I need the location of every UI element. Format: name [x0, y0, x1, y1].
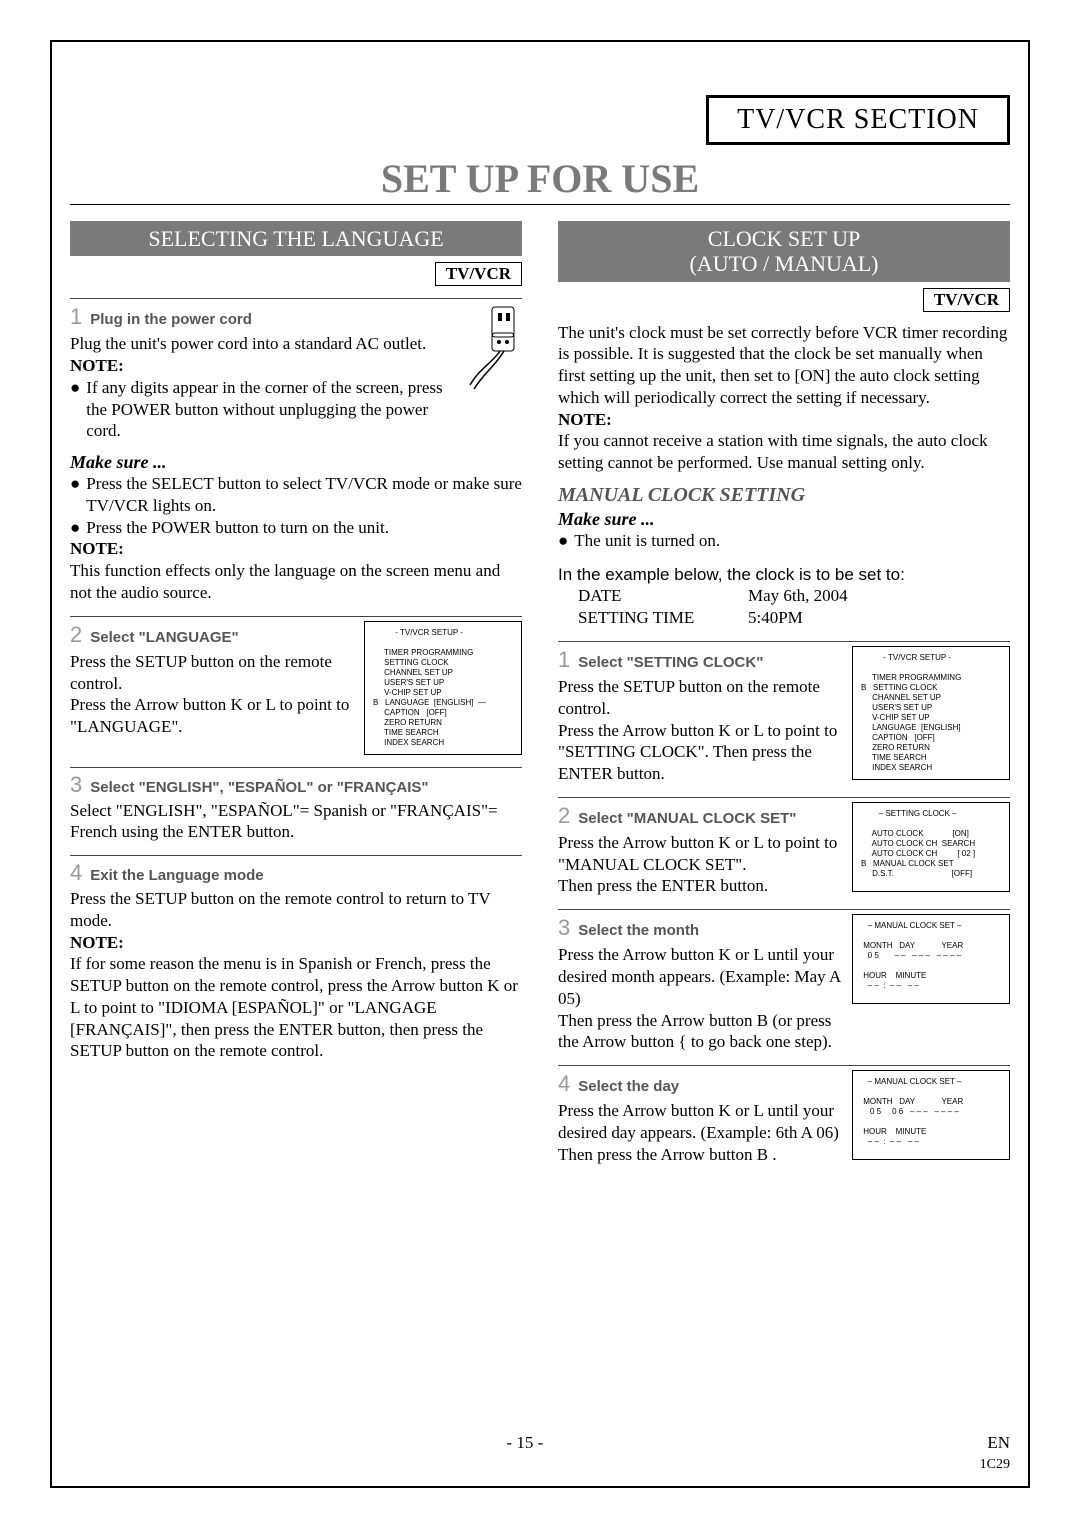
step-rule — [70, 298, 522, 299]
page-number: - 15 - — [506, 1433, 543, 1473]
step-body: Plug the unit's power cord into a standa… — [70, 333, 452, 355]
section-badge: TV/VCR SECTION — [706, 95, 1010, 145]
page-title: SET UP FOR USE — [70, 155, 1010, 202]
page-footer: - 15 - EN 1C29 — [70, 1433, 1010, 1473]
step-number: 2 — [70, 621, 82, 649]
step-title: Select "SETTING CLOCK" — [578, 653, 763, 672]
make-sure-item: Press the SELECT button to select TV/VCR… — [86, 473, 522, 517]
step-rule — [70, 855, 522, 856]
step-body: Press the Arrow button K or L to point t… — [558, 832, 842, 876]
title-rule — [70, 204, 1010, 205]
step-title: Exit the Language mode — [90, 867, 263, 884]
left-column: SELECTING THE LANGUAGE TV/VCR 1 Plug in … — [70, 221, 522, 1165]
make-sure-item: The unit is turned on. — [574, 530, 720, 552]
note-label: NOTE: — [70, 356, 124, 375]
example-date-key: DATE — [578, 585, 748, 607]
step-body: Then press the Arrow button B . — [558, 1144, 842, 1166]
step-rule — [558, 1065, 1010, 1066]
step-title: Select the day — [578, 1077, 679, 1096]
step-number: 3 — [70, 772, 82, 798]
example-time-value: 5:40PM — [748, 607, 803, 629]
power-plug-icon — [462, 303, 522, 393]
page-frame-right — [1028, 40, 1030, 1488]
step-rule — [70, 616, 522, 617]
step-body: Press the SETUP button on the remote con… — [70, 888, 522, 932]
step-rule — [558, 909, 1010, 910]
note-text: If you cannot receive a station with tim… — [558, 430, 1010, 474]
osd-setting-clock: – SETTING CLOCK – AUTO CLOCK [ON] AUTO C… — [852, 802, 1010, 892]
right-column: CLOCK SET UP (AUTO / MANUAL) TV/VCR The … — [558, 221, 1010, 1165]
step-number: 1 — [70, 303, 82, 331]
bullet-icon: ● — [70, 473, 80, 517]
step-body: Press the Arrow button K or L until your… — [558, 944, 842, 1009]
step-rule — [558, 641, 1010, 642]
osd-setup-menu: - TV/VCR SETUP - TIMER PROGRAMMING B SET… — [852, 646, 1010, 780]
step-body: Press the Arrow button K or L to point t… — [70, 694, 354, 738]
mode-tag-right: TV/VCR — [923, 288, 1010, 312]
step-body: Then press the ENTER button. — [558, 875, 842, 897]
right-heading: CLOCK SET UP (AUTO / MANUAL) — [558, 221, 1010, 282]
step-body: Press the SETUP button on the remote con… — [70, 651, 354, 695]
step-title: Select "ENGLISH", "ESPAÑOL" or "FRANÇAIS… — [90, 779, 428, 796]
example-date-value: May 6th, 2004 — [748, 585, 848, 607]
step-body: Then press the Arrow button B (or press … — [558, 1010, 842, 1054]
page-frame-top — [50, 40, 1030, 42]
step-title: Select the month — [578, 921, 699, 940]
step-number: 4 — [70, 860, 82, 886]
mode-tag-left: TV/VCR — [435, 262, 522, 286]
step-title: Plug in the power cord — [90, 310, 252, 329]
lang-code: EN — [987, 1433, 1010, 1452]
step-number: 4 — [558, 1070, 570, 1098]
step-number: 2 — [558, 802, 570, 830]
step-body: Press the Arrow button K or L to point t… — [558, 720, 842, 785]
step-rule — [70, 767, 522, 768]
note-label: NOTE: — [70, 933, 124, 952]
manual-clock-heading: MANUAL CLOCK SETTING — [558, 484, 1010, 507]
page-frame-bottom — [50, 1486, 1030, 1488]
osd-setup-menu: - TV/VCR SETUP - TIMER PROGRAMMING SETTI… — [364, 621, 522, 755]
intro-text: The unit's clock must be set correctly b… — [558, 322, 1010, 409]
bullet-icon: ● — [558, 530, 568, 552]
note-label: NOTE: — [558, 410, 612, 429]
osd-manual-clock-day: – MANUAL CLOCK SET – MONTH DAY YEAR 0 5 … — [852, 1070, 1010, 1160]
page-frame-left — [50, 40, 52, 1488]
example-time-key: SETTING TIME — [578, 607, 748, 629]
note-text: If for some reason the menu is in Spanis… — [70, 953, 522, 1062]
note-text: This function effects only the language … — [70, 560, 522, 604]
step-body: Press the SETUP button on the remote con… — [558, 676, 842, 720]
left-heading: SELECTING THE LANGUAGE — [70, 221, 522, 256]
osd-manual-clock-month: – MANUAL CLOCK SET – MONTH DAY YEAR 0 5 … — [852, 914, 1010, 1004]
step-body: Press the Arrow button K or L until your… — [558, 1100, 842, 1144]
step-number: 1 — [558, 646, 570, 674]
step-number: 3 — [558, 914, 570, 942]
make-sure-label: Make sure ... — [558, 509, 1010, 530]
note-label: NOTE: — [70, 539, 124, 558]
step-rule — [558, 797, 1010, 798]
bullet-icon: ● — [70, 377, 80, 442]
note-bullet: If any digits appear in the corner of th… — [86, 377, 452, 442]
bullet-icon: ● — [70, 517, 80, 539]
make-sure-item: Press the POWER button to turn on the un… — [86, 517, 389, 539]
make-sure-label: Make sure ... — [70, 452, 522, 473]
doc-code: 1C29 — [980, 1457, 1010, 1472]
example-intro: In the example below, the clock is to be… — [558, 564, 1010, 586]
step-title: Select "MANUAL CLOCK SET" — [578, 809, 796, 828]
step-body: Select "ENGLISH", "ESPAÑOL"= Spanish or … — [70, 800, 522, 844]
step-title: Select "LANGUAGE" — [90, 628, 238, 647]
